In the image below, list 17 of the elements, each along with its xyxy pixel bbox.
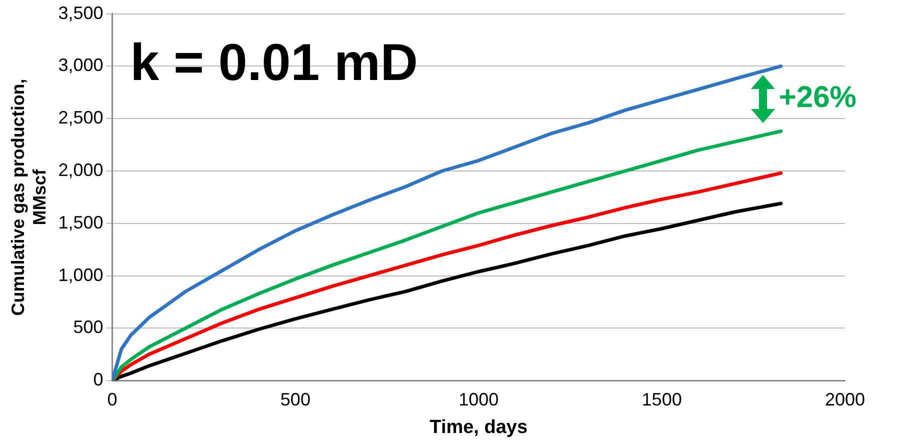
y-tick-label: 3,000 xyxy=(58,55,104,76)
x-tick-label: 2000 xyxy=(824,389,866,410)
y-tick-label: 0 xyxy=(93,370,104,390)
y-tick-label: 3,500 xyxy=(58,2,104,23)
y-axis-title: Cumulative gas production, MMscf xyxy=(8,78,50,316)
y-tick-label: 1,000 xyxy=(58,264,104,285)
y-tick-label: 2,500 xyxy=(58,108,104,128)
y-tick-label: 1,500 xyxy=(58,212,104,232)
x-tick-label: 500 xyxy=(280,389,310,410)
y-tick-label: 2,000 xyxy=(58,160,104,180)
x-tick-label: 1500 xyxy=(642,389,682,410)
x-tick-label: 1000 xyxy=(458,389,499,410)
x-axis-title: Time, days xyxy=(430,416,528,438)
y-tick-label: 500 xyxy=(73,317,104,338)
annotation: +26% xyxy=(778,80,856,114)
annotation: k = 0.01 mD xyxy=(130,34,418,92)
x-tick-label: 0 xyxy=(107,389,118,410)
